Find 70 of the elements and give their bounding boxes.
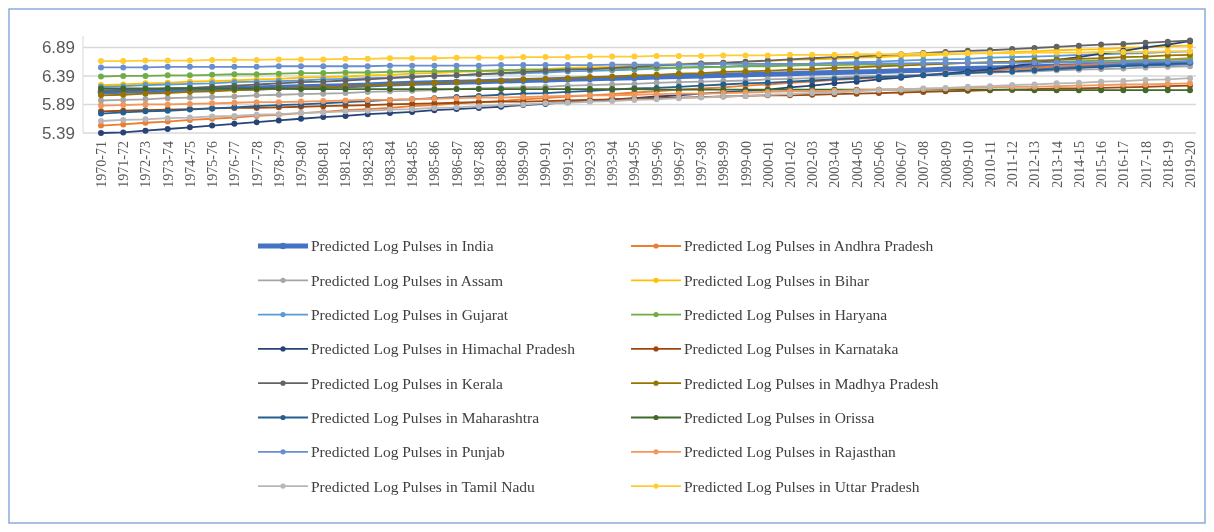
y-tick-label: 6.89 (41, 38, 75, 58)
x-tick-label: 1982-83 (360, 141, 376, 188)
legend-label: Predicted Log Pulses in Orissa (684, 408, 875, 426)
x-tick-label: 2019-20 (1183, 141, 1198, 188)
legend-label: Predicted Log Pulses in Assam (311, 271, 504, 289)
x-tick-label: 1980-81 (316, 141, 332, 188)
x-tick-label: 2018-19 (1160, 141, 1176, 188)
legend-label: Predicted Log Pulses in Himachal Pradesh (311, 340, 576, 358)
x-tick-label: 1979-80 (294, 141, 310, 188)
x-tick-label: 1987-88 (471, 141, 487, 188)
x-tick-label: 2016-17 (1116, 141, 1132, 188)
x-tick-label: 1988-89 (494, 141, 510, 188)
x-tick-label: 1975-76 (205, 141, 221, 188)
legend-label: Predicted Log Pulses in India (311, 237, 494, 255)
x-tick-label: 1973-74 (160, 141, 176, 188)
x-tick-label: 1981-82 (338, 141, 354, 188)
x-tick-label: 1995-96 (649, 141, 665, 188)
x-tick-label: 2003-04 (827, 141, 843, 188)
x-tick-label: 2001-02 (782, 141, 798, 188)
x-tick-label: 1970-71 (94, 141, 109, 188)
legend-label: Predicted Log Pulses in Gujarat (311, 306, 509, 324)
x-tick-label: 1985-86 (427, 141, 443, 188)
legend-label: Predicted Log Pulses in Madhya Pradesh (684, 374, 939, 392)
x-tick-label: 2010-11 (982, 141, 998, 188)
x-tick-label: 2009-10 (960, 141, 976, 188)
x-tick-label: 2014-15 (1071, 141, 1087, 188)
x-tick-label: 1990-91 (538, 141, 554, 188)
x-tick-label: 1997-98 (694, 141, 710, 188)
x-tick-label: 2007-08 (916, 141, 932, 188)
legend-label: Predicted Log Pulses in Punjab (311, 443, 505, 461)
x-tick-label: 1992-93 (582, 141, 598, 188)
x-tick-label: 2002-03 (805, 141, 821, 188)
x-tick-label: 1994-95 (627, 141, 643, 188)
x-tick-label: 2008-09 (938, 141, 954, 188)
x-tick-label: 2006-07 (894, 141, 910, 188)
legend-label: Predicted Log Pulses in Rajasthan (684, 443, 897, 461)
x-tick-label: 2011-12 (1005, 141, 1021, 188)
x-tick-label: 2000-01 (760, 141, 776, 188)
x-tick-label: 1974-75 (182, 141, 198, 188)
x-tick-label: 1986-87 (449, 141, 465, 188)
x-tick-label: 2017-18 (1138, 141, 1154, 188)
x-tick-label: 1983-84 (382, 141, 398, 188)
x-tick-label: 1998-99 (716, 141, 732, 188)
x-tick-label: 1991-92 (560, 141, 576, 188)
x-tick-label: 1972-73 (138, 141, 154, 188)
x-tick-label: 2012-13 (1027, 141, 1043, 188)
x-tick-label: 1996-97 (671, 141, 687, 188)
legend-label: Predicted Log Pulses in Uttar Pradesh (684, 477, 920, 495)
x-tick-label: 1976-77 (227, 141, 243, 188)
y-tick-label: 6.39 (41, 66, 75, 86)
x-tick-label: 2005-06 (871, 141, 887, 188)
x-tick-label: 2015-16 (1094, 141, 1110, 188)
x-tick-label: 1971-72 (116, 141, 132, 188)
y-tick-label: 5.89 (41, 95, 75, 115)
legend-label: Predicted Log Pulses in Andhra Pradesh (684, 237, 934, 255)
legend-label: Predicted Log Pulses in Karnataka (684, 340, 899, 358)
x-tick-label: 2004-05 (849, 141, 865, 188)
y-tick-label: 5.39 (41, 123, 75, 143)
x-tick-label: 1984-85 (405, 141, 421, 188)
legend-label: Predicted Log Pulses in Tamil Nadu (311, 477, 536, 495)
x-tick-label: 1977-78 (249, 141, 265, 188)
x-tick-label: 1993-94 (605, 141, 621, 188)
x-tick-label: 2013-14 (1049, 141, 1065, 188)
x-tick-label: 1989-90 (516, 141, 532, 188)
legend-label: Predicted Log Pulses in Bihar (684, 271, 870, 289)
x-tick-label: 1999-00 (738, 141, 754, 188)
legend-label: Predicted Log Pulses in Haryana (684, 306, 888, 324)
x-tick-label: 1978-79 (271, 141, 287, 188)
legend-label: Predicted Log Pulses in Kerala (311, 374, 504, 392)
legend-label: Predicted Log Pulses in Maharashtra (311, 408, 540, 426)
